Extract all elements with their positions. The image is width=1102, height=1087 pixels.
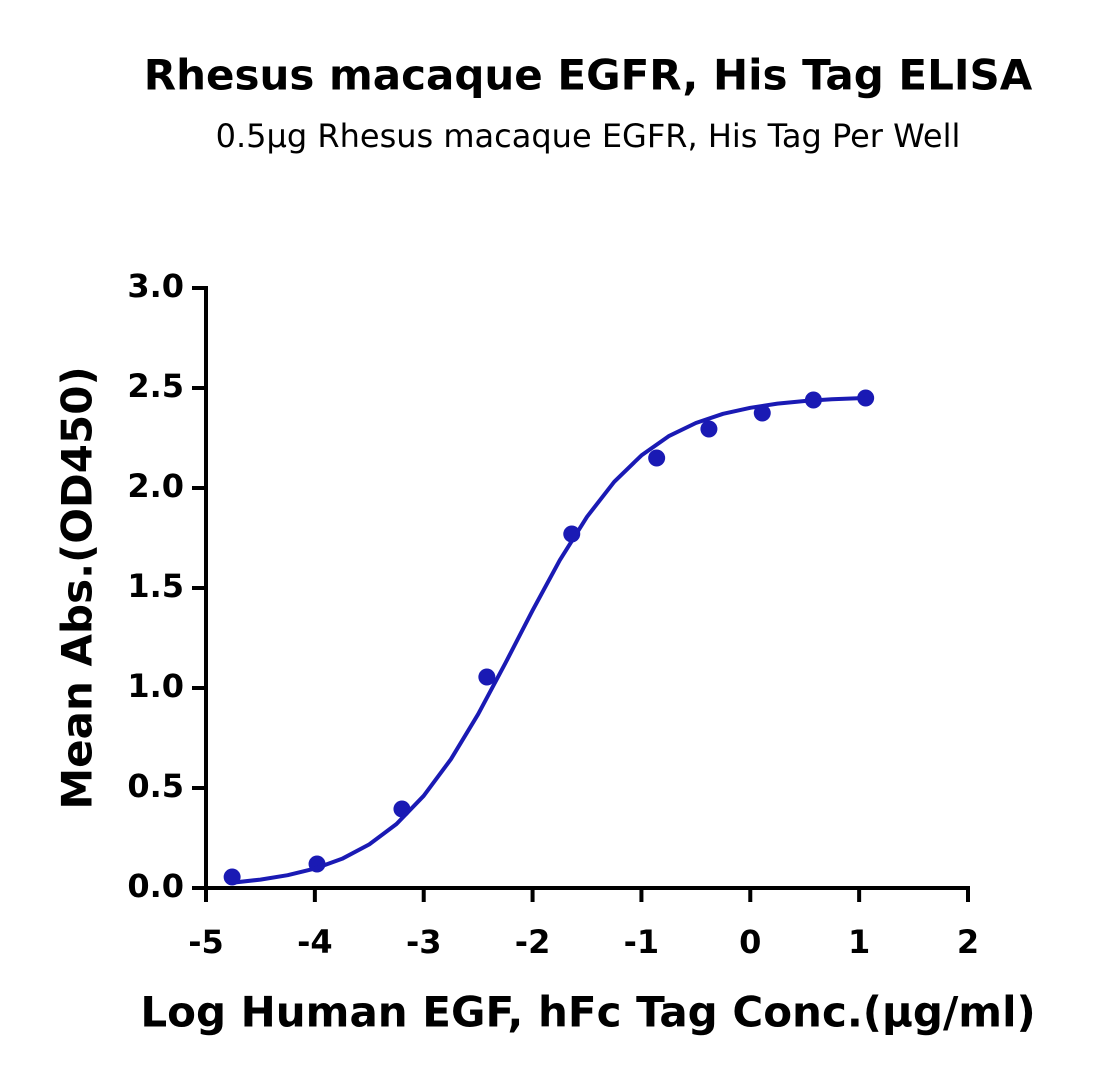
chart-subtitle: 0.5µg Rhesus macaque EGFR, His Tag Per W… bbox=[216, 117, 961, 155]
x-tick-label: 2 bbox=[957, 923, 979, 961]
y-tick-label: 2.0 bbox=[127, 467, 184, 505]
data-point bbox=[648, 449, 666, 467]
x-tick-label: -5 bbox=[188, 923, 224, 961]
data-point bbox=[478, 668, 496, 686]
data-point bbox=[700, 420, 718, 438]
fit-curve bbox=[232, 396, 865, 885]
chart-title: Rhesus macaque EGFR, His Tag ELISA bbox=[144, 51, 1033, 100]
y-tick-label: 1.0 bbox=[127, 667, 184, 705]
x-tick-label: -3 bbox=[406, 923, 442, 961]
y-tick-label: 2.5 bbox=[127, 367, 184, 405]
y-tick-label: 0.5 bbox=[127, 767, 184, 805]
y-tick-label: 0.0 bbox=[127, 867, 184, 905]
x-tick-label: -2 bbox=[515, 923, 551, 961]
data-point bbox=[563, 525, 581, 543]
x-tick-label: 1 bbox=[848, 923, 870, 961]
y-tick-label: 3.0 bbox=[127, 267, 184, 305]
x-axis-label: Log Human EGF, hFc Tag Conc.(µg/ml) bbox=[140, 988, 1035, 1037]
y-tick-label: 1.5 bbox=[127, 567, 184, 605]
x-tick-label: 0 bbox=[739, 923, 761, 961]
y-axis-label: Mean Abs.(OD450) bbox=[53, 366, 102, 809]
data-point bbox=[753, 404, 771, 422]
x-tick-label: -1 bbox=[624, 923, 660, 961]
data-point bbox=[857, 389, 875, 407]
x-tick-label: -4 bbox=[297, 923, 333, 961]
